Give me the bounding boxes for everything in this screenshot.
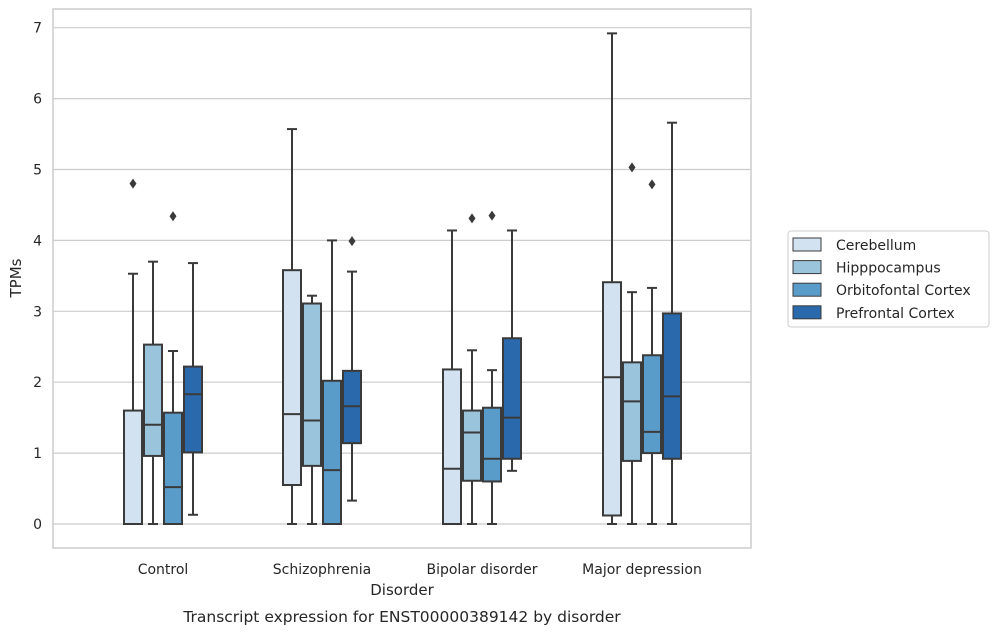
legend-label: Hipppocampus [836,261,941,277]
box-body [482,406,502,483]
x-tick-label: Control [138,562,189,578]
y-tick-label: 3 [33,304,42,320]
legend-label: Prefrontal Cortex [836,306,955,322]
box [602,32,622,525]
box-body [322,379,342,526]
box-series [123,32,682,526]
outlier-point [628,162,636,173]
box-body [163,411,183,526]
y-tick-label: 4 [33,233,42,249]
outlier-point [648,179,656,190]
box [642,179,662,525]
figure-caption: Transcript expression for ENST0000038914… [182,608,621,626]
box [322,239,342,526]
box-body [143,343,163,457]
legend-items: Cerebellum Hipppocampus Orbitofontal Corte… [792,237,971,322]
box-body [183,365,203,454]
outlier-point [129,178,137,189]
legend-label: Cerebellum [836,238,916,254]
box-body [642,354,662,455]
y-tick-label: 1 [33,446,42,462]
box-body [662,312,682,460]
legend-label: Orbitofontal Cortex [836,283,971,299]
legend-swatch [792,305,822,320]
box [482,210,502,525]
outlier-point [468,213,476,224]
y-tick-label: 2 [33,375,42,391]
legend-swatch [792,282,822,297]
y-tick-label: 6 [33,92,42,108]
box [123,178,143,525]
y-tick-label: 5 [33,163,42,179]
box [622,162,642,525]
box [502,229,522,472]
y-axis-label: TPMs [7,258,25,298]
box-body [123,409,143,525]
box [462,213,482,525]
y-tick-label: 0 [33,517,42,533]
outlier-point [348,236,356,247]
legend: Cerebellum Hipppocampus Orbitofontal Corte… [787,230,990,328]
box-body [502,337,522,460]
plot-frame [52,8,752,549]
x-axis-label: Disorder [370,581,434,599]
box [183,262,203,516]
y-tick-label: 7 [33,21,42,37]
box [302,294,322,525]
box [662,121,682,525]
box-body [602,281,622,517]
outlier-point [488,210,496,221]
box [342,236,362,502]
x-axis-ticks: Control Schizophrenia Bipolar disorder Majo… [138,562,702,578]
outlier-point [169,211,177,222]
box [163,211,183,526]
x-tick-label: Bipolar disorder [426,562,537,578]
legend-swatch [792,237,822,252]
box [442,229,462,525]
legend-frame [787,230,990,328]
x-tick-label: Major depression [582,562,702,578]
box-body [302,302,322,467]
x-tick-label: Schizophrenia [273,562,371,578]
box-body [442,368,462,525]
box-body [622,361,642,462]
box-body [282,269,302,487]
legend-swatch [792,260,822,275]
y-axis-ticks: 0 1 2 3 4 5 6 7 [33,21,42,533]
box [143,260,163,525]
box-body [462,409,482,482]
box [282,128,302,525]
